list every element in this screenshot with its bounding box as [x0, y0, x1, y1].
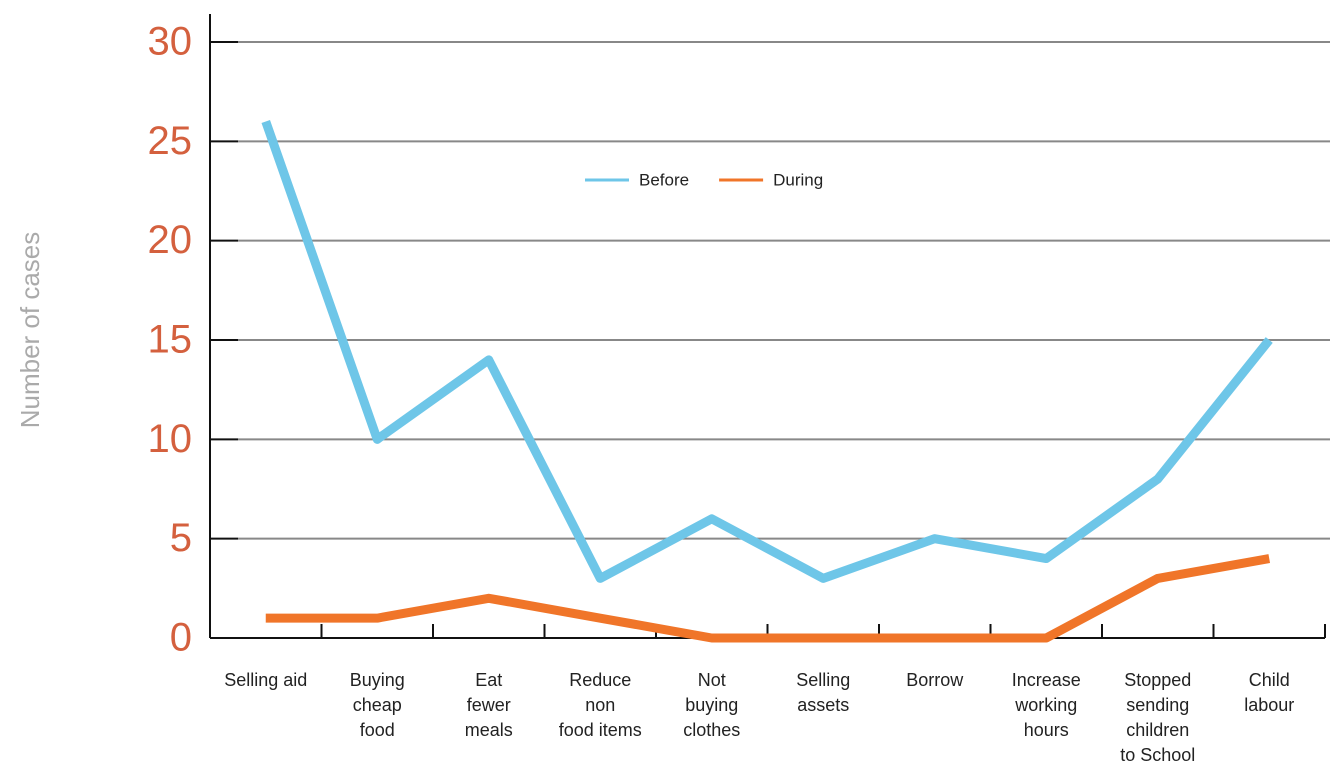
y-tick-label: 10 [148, 417, 193, 461]
x-tick-label: Eat fewer meals [465, 670, 513, 740]
series-line [261, 119, 1273, 583]
x-tick-label: Stopped sending children to School [1120, 670, 1195, 765]
y-tick-label: 20 [148, 218, 193, 262]
x-tick-label: Borrow [906, 670, 964, 690]
y-axis-label: Number of cases [15, 232, 45, 429]
y-tick-label: 5 [170, 516, 192, 560]
y-tick-label: 25 [148, 119, 193, 163]
y-tick-label: 30 [148, 20, 193, 64]
x-tick-label: Selling aid [224, 670, 307, 690]
x-tick-label: Reduce non food items [559, 670, 642, 740]
x-tick-label: Increase working hours [1012, 670, 1081, 740]
x-tick-label: Buying cheap food [350, 670, 405, 740]
x-tick-label: Selling assets [796, 670, 850, 715]
y-tick-label: 0 [170, 616, 192, 660]
series-line [265, 554, 1271, 643]
x-tick-label: Child labour [1244, 670, 1294, 715]
y-tick-label: 15 [148, 318, 193, 362]
legend-label: During [773, 170, 823, 189]
x-tick-label: Not buying clothes [683, 670, 740, 740]
legend-label: Before [639, 170, 689, 189]
